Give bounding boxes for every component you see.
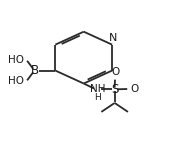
Text: H: H	[94, 93, 100, 102]
Text: S: S	[111, 83, 118, 96]
Text: HO: HO	[8, 76, 24, 86]
Text: O: O	[130, 84, 139, 94]
Text: O: O	[111, 67, 119, 77]
Text: B: B	[31, 64, 39, 77]
Text: NH: NH	[90, 84, 105, 94]
Text: HO: HO	[8, 55, 24, 65]
Text: N: N	[109, 33, 117, 43]
